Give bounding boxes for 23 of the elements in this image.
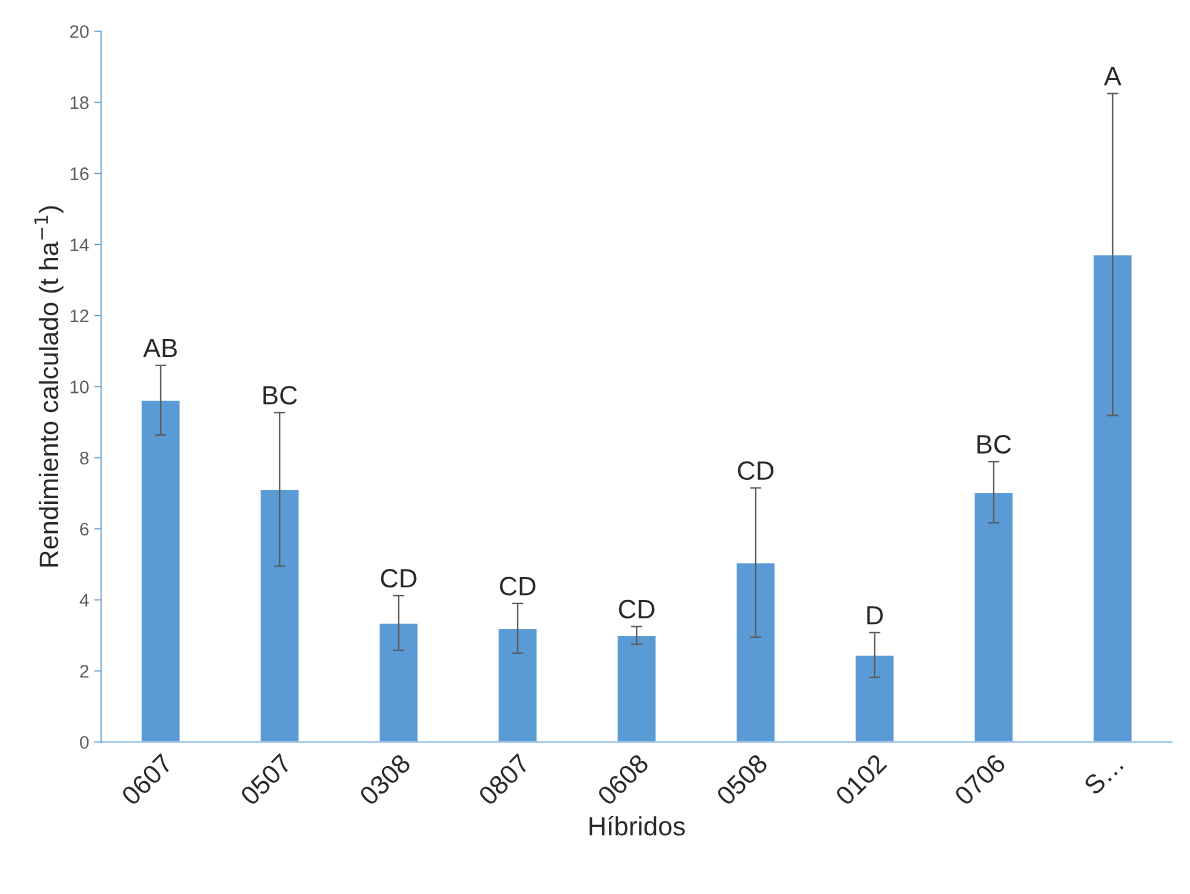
- annotation: A: [1103, 67, 1122, 86]
- y-tick-label: 4: [79, 593, 89, 607]
- annotation: CD: [499, 576, 536, 596]
- y-tick-label: 18: [70, 96, 89, 110]
- annotation: BC: [263, 385, 297, 405]
- annotation: AB: [143, 338, 177, 358]
- y-tick-label: 0: [80, 735, 89, 749]
- y-tick-label: 8: [80, 451, 89, 465]
- annotation: D: [867, 606, 883, 625]
- annotation: CD: [737, 461, 774, 480]
- x-tick-label: S…: [1082, 754, 1124, 796]
- y-tick-label: 2: [80, 664, 89, 678]
- annotation: CD: [618, 599, 655, 619]
- y-tick-label: 20: [70, 25, 89, 39]
- y-tick-label: 12: [70, 309, 89, 323]
- y-tick-label: 6: [80, 522, 89, 536]
- x-axis-title: Híbridos: [589, 815, 685, 836]
- annotation: BC: [977, 434, 1011, 454]
- y-tick-label: 10: [70, 380, 89, 394]
- annotation: CD: [380, 568, 417, 588]
- y-axis-title: Rendimiento calculado (t ha$^{−1}$): [34, 206, 64, 567]
- y-tick-label: 14: [70, 238, 89, 252]
- y-tick-label: 16: [70, 167, 89, 181]
